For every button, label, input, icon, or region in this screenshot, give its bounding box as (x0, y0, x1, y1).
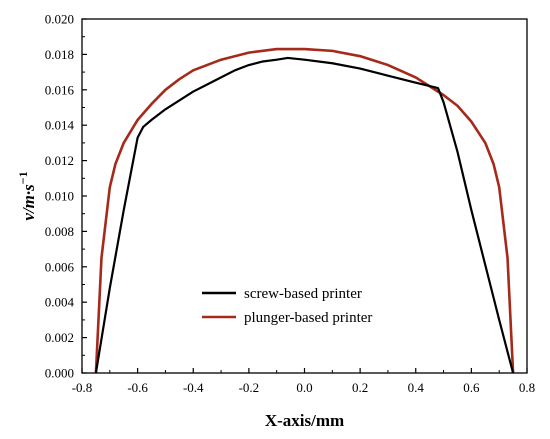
y-tick-label: 0.020 (45, 12, 74, 27)
series-layer (94, 47, 515, 374)
x-tick-label: -0.2 (239, 380, 260, 395)
tick-labels: -0.8 -0.6 -0.4 -0.2 0.0 0.2 0.4 0.6 0.8 0.000 0.00… (45, 12, 535, 396)
x-tick-label: 0.2 (352, 380, 368, 395)
y-axis-title: v/m·s−1 (16, 171, 38, 220)
x-tick-label: -0.4 (183, 380, 204, 395)
y-axis-title-exponent: −1 (16, 171, 30, 184)
series-line-plunger-based (94, 47, 515, 374)
y-tick-label: 0.010 (45, 189, 74, 204)
y-axis-title-text: v/m·s (19, 184, 38, 221)
y-tick-label: 0.000 (45, 366, 74, 381)
y-tick-label: 0.008 (45, 224, 74, 239)
x-axis-title: X-axis/mm (265, 411, 344, 430)
y-tick-label: 0.016 (45, 82, 75, 97)
x-tick-label: 0.4 (408, 380, 425, 395)
x-tick-label: 0.8 (519, 380, 535, 395)
legend-label: plunger-based printer (244, 310, 372, 326)
y-tick-label: 0.018 (45, 47, 74, 62)
x-tick-label: -0.8 (72, 380, 93, 395)
x-tick-label: -0.6 (127, 380, 148, 395)
legend: screw-based printer plunger-based printer (202, 286, 372, 326)
y-tick-label: 0.014 (45, 118, 75, 133)
series-line-screw-based (94, 56, 515, 374)
x-tick-label: 0.0 (296, 380, 312, 395)
y-tick-label: 0.004 (45, 295, 75, 310)
y-tick-label: 0.002 (45, 330, 74, 345)
y-tick-label: 0.006 (45, 259, 75, 274)
legend-label: screw-based printer (244, 286, 362, 302)
y-tick-label: 0.012 (45, 153, 74, 168)
plot-frame (81, 18, 528, 374)
x-tick-label: 0.6 (463, 380, 480, 395)
